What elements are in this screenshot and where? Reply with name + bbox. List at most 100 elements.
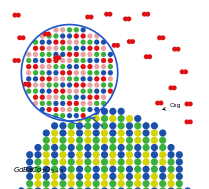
Circle shape [67,82,72,88]
Circle shape [117,122,125,129]
Circle shape [143,180,150,187]
Circle shape [68,173,75,180]
Circle shape [176,187,183,189]
Circle shape [159,166,166,173]
Circle shape [159,151,166,158]
Circle shape [167,151,175,158]
Circle shape [20,35,25,40]
Circle shape [80,95,86,100]
Circle shape [60,101,65,106]
Circle shape [134,137,141,144]
Circle shape [94,88,99,94]
Text: O₂g: O₂g [163,103,181,110]
Circle shape [40,101,45,106]
Circle shape [101,40,106,45]
Circle shape [74,46,79,51]
Circle shape [59,187,66,189]
Circle shape [143,129,150,137]
Circle shape [94,107,99,112]
Circle shape [51,166,58,173]
Circle shape [126,122,133,129]
Circle shape [33,88,38,94]
Circle shape [161,35,165,40]
Circle shape [117,166,125,173]
Circle shape [85,15,90,19]
Circle shape [84,122,92,129]
Circle shape [126,144,133,151]
Circle shape [80,64,86,69]
Circle shape [93,137,100,144]
Circle shape [67,58,72,63]
Circle shape [93,158,100,166]
Circle shape [40,70,45,75]
Circle shape [80,101,86,106]
Circle shape [94,76,99,81]
Circle shape [108,70,113,75]
Circle shape [43,129,50,137]
Circle shape [13,58,17,63]
Circle shape [101,187,108,189]
Circle shape [87,70,93,75]
Circle shape [101,144,108,151]
Circle shape [74,70,79,75]
Circle shape [34,187,42,189]
Circle shape [51,122,58,129]
Circle shape [34,151,42,158]
Circle shape [53,101,59,106]
Circle shape [80,88,86,94]
Circle shape [26,70,31,75]
Circle shape [93,180,100,187]
Circle shape [130,39,135,44]
Circle shape [143,122,150,129]
Circle shape [180,69,185,74]
Circle shape [68,158,75,166]
Circle shape [80,113,86,118]
Circle shape [176,180,183,187]
Circle shape [84,108,92,115]
Circle shape [43,180,50,187]
Circle shape [101,158,108,166]
Circle shape [151,173,158,180]
Circle shape [101,101,106,106]
Circle shape [67,101,72,106]
Circle shape [101,95,106,100]
Circle shape [46,40,52,45]
Circle shape [107,12,112,17]
Circle shape [33,95,38,100]
Circle shape [159,101,163,105]
Circle shape [84,180,92,187]
Circle shape [74,107,79,112]
Circle shape [74,64,79,69]
Circle shape [134,129,141,137]
Circle shape [33,70,38,75]
Circle shape [74,27,79,33]
Circle shape [53,95,59,100]
Circle shape [67,52,72,57]
Circle shape [117,173,125,180]
Circle shape [101,151,108,158]
Circle shape [117,180,125,187]
Circle shape [34,173,42,180]
Circle shape [67,46,72,51]
Circle shape [59,180,66,187]
Circle shape [172,85,177,90]
Circle shape [67,70,72,75]
Circle shape [87,76,93,81]
Circle shape [184,187,191,189]
Circle shape [94,52,99,57]
Circle shape [101,88,106,94]
Circle shape [84,158,92,166]
Circle shape [40,76,45,81]
Circle shape [134,158,141,166]
Circle shape [33,46,38,51]
Circle shape [46,33,52,39]
Circle shape [134,166,141,173]
Circle shape [188,119,193,124]
Circle shape [51,173,58,180]
Circle shape [26,82,31,87]
Circle shape [142,12,147,17]
Circle shape [94,70,99,75]
Circle shape [94,46,99,51]
Circle shape [134,180,141,187]
Circle shape [87,40,93,45]
